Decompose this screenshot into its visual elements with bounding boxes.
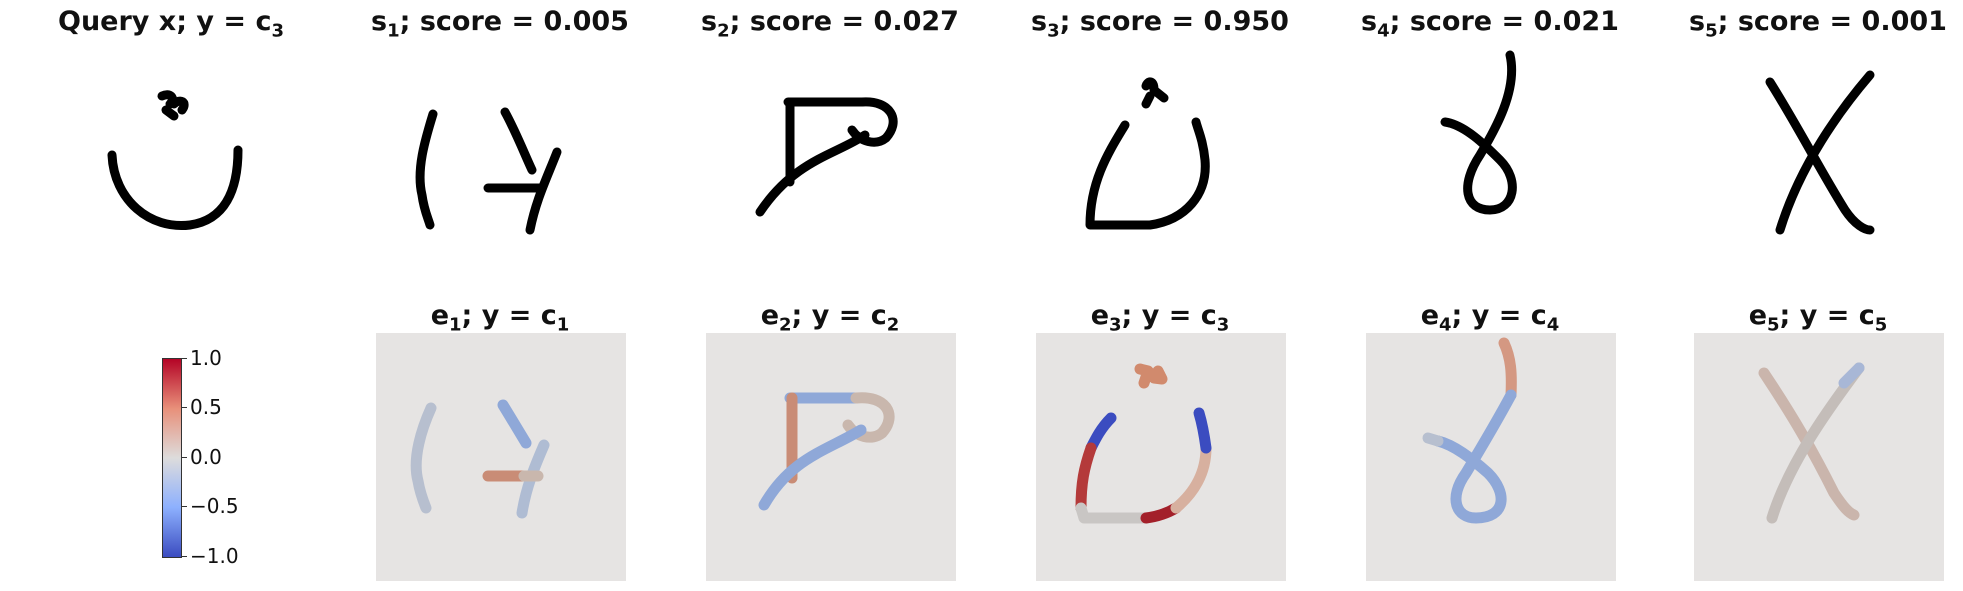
colorbar-label-zero: 0.0 [190,445,222,469]
colorbar [162,358,182,558]
explanation-panel-2 [706,333,956,581]
colorbar-tick [181,457,187,458]
colorbar-label-max: 1.0 [190,346,222,370]
query-title: Query x; y = c3 [58,6,284,42]
colorbar-tick [181,556,187,557]
colorbar-label-half: 0.5 [190,395,222,419]
support-title-4: s4; score = 0.021 [1361,6,1619,42]
support-title-2: s2; score = 0.027 [701,6,959,42]
explanation-panel-5 [1694,333,1944,581]
explanation-panel-3 [1036,333,1286,581]
colorbar-label-min: −1.0 [190,544,239,568]
support-title-5: s5; score = 0.001 [1689,6,1947,42]
support-glyph-1 [400,100,570,250]
explanation-panel-1 [376,333,626,581]
explanation-title-3: e3; y = c3 [1090,300,1230,336]
support-glyph-3 [1080,70,1250,240]
colorbar-tick [181,358,187,359]
support-title-1: s1; score = 0.005 [371,6,629,42]
support-title-3: s3; score = 0.950 [1031,6,1289,42]
support-glyph-5 [1760,70,1900,240]
explanation-title-1: e1; y = c1 [430,300,570,336]
explanation-panel-4 [1366,333,1616,581]
explanation-title-2: e2; y = c2 [760,300,900,336]
support-glyph-4 [1420,50,1590,220]
colorbar-label-neg-half: −0.5 [190,494,239,518]
colorbar-tick [181,506,187,507]
explanation-title-4: e4; y = c4 [1420,300,1560,336]
explanation-title-5: e5; y = c5 [1748,300,1888,336]
query-glyph-image [90,70,260,240]
colorbar-tick [181,407,187,408]
support-glyph-2 [750,90,920,240]
